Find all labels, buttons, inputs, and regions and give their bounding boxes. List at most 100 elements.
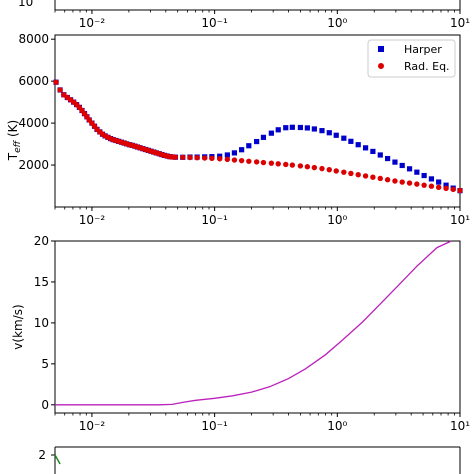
panel-bottom-series-line	[54, 454, 61, 465]
radeq-point	[392, 178, 398, 184]
radeq-point	[246, 158, 252, 164]
radeq-point	[268, 160, 275, 166]
radeq-point	[421, 182, 427, 188]
radeq-point	[457, 187, 463, 194]
radeq-point	[187, 154, 193, 161]
harper-point	[392, 159, 398, 165]
panel-velocity-ytick-label: 15	[34, 275, 49, 289]
radeq-point	[435, 184, 442, 190]
panel-velocity-xtick-label: 10⁻²	[79, 419, 106, 433]
harper-point	[268, 130, 274, 136]
harper-point	[224, 152, 230, 158]
harper-point	[348, 138, 354, 144]
harper-point	[231, 150, 238, 156]
harper-point	[362, 145, 369, 151]
radeq-point	[238, 157, 245, 164]
legend-radeq-label: Rad. Eq.	[404, 60, 450, 73]
harper-point	[436, 179, 442, 185]
panel-top-xtick-label: 10⁻¹	[201, 16, 228, 30]
radeq-point	[341, 169, 347, 175]
panel-top-xtick-label: 10⁻²	[79, 16, 106, 30]
harper-point	[297, 124, 303, 131]
harper-point	[275, 127, 281, 133]
radeq-point	[194, 155, 200, 161]
radeq-point	[399, 179, 405, 185]
harper-point	[428, 176, 435, 182]
harper-point	[254, 138, 260, 145]
radeq-point	[289, 162, 296, 168]
panel-velocity-ytick-label: 20	[34, 234, 49, 248]
panel-temperature-ytick-label: 6000	[18, 74, 49, 88]
velocity-line	[55, 240, 452, 406]
legend-radeq-marker	[378, 63, 384, 69]
harper-point	[370, 148, 376, 155]
radeq-point	[428, 183, 435, 189]
radeq-point	[260, 159, 267, 166]
harper-point	[319, 128, 325, 134]
radeq-point	[333, 168, 339, 174]
panel-top-xtick-label: 10¹	[450, 16, 470, 30]
radeq-point	[53, 79, 59, 85]
harper-point	[406, 166, 413, 172]
radeq-point	[355, 171, 361, 178]
radeq-point	[384, 177, 391, 183]
panel-velocity-frame	[54, 240, 461, 414]
harper-point	[341, 135, 347, 141]
radeq-point	[377, 175, 383, 182]
legend-harper-marker	[378, 46, 384, 52]
radeq-point	[297, 163, 304, 169]
panel-top: 10 10⁻² 10⁻¹ 10⁰ 10¹	[18, 0, 470, 30]
panel-top-xtick-label: 10⁰	[327, 16, 347, 30]
radeq-point	[224, 156, 231, 163]
panel-velocity-xtick-label: 10⁰	[327, 419, 347, 433]
radeq-point	[253, 159, 260, 165]
legend-box	[367, 39, 456, 78]
harper-point	[304, 125, 310, 131]
harper-point	[421, 172, 427, 179]
harper-point	[326, 130, 332, 136]
harper-point	[260, 134, 267, 140]
panel-velocity-ytick-label: 5	[41, 357, 49, 371]
panel-temperature-ytick-label: 4000	[18, 116, 49, 130]
radeq-point	[180, 154, 186, 160]
panel-velocity-ytick-label: 0	[41, 398, 49, 412]
harper-point	[289, 124, 295, 130]
panel-temperature-frame	[54, 34, 461, 208]
radeq-point	[231, 157, 238, 163]
panel-temperature-xtick-label: 10⁻²	[79, 213, 106, 227]
harper-point	[355, 142, 361, 148]
panel-top-ytick-label: 10	[18, 0, 33, 9]
harper-point	[443, 182, 449, 188]
radeq-point	[311, 164, 318, 171]
panel-velocity-ylabel: v(km/s)	[11, 304, 25, 349]
harper-point	[239, 147, 245, 153]
harper-point	[414, 169, 420, 175]
radeq-point	[209, 155, 215, 162]
panel-velocity: 10⁻² 10⁻¹ 10⁰ 10¹ 0 5 10 15 20 v(km/s)	[11, 234, 470, 433]
harper-point	[311, 126, 317, 132]
radeq-point	[283, 161, 289, 168]
panel-bottom: 2	[38, 446, 461, 474]
panel-velocity-xtick-label: 10¹	[450, 419, 470, 433]
harper-point	[333, 132, 339, 138]
panel-bottom-ytick-label: 2	[38, 448, 46, 462]
harper-point	[385, 155, 391, 162]
panel-temperature-xtick-label: 10⁻¹	[201, 213, 228, 227]
panel-temperature-ytick-label: 8000	[18, 32, 49, 46]
panel-temperature-xtick-label: 10¹	[450, 213, 470, 227]
radeq-point	[414, 181, 420, 187]
panel-temperature-ytick-label: 2000	[18, 158, 49, 172]
radeq-point	[217, 156, 223, 162]
panel-velocity-ytick-label: 10	[34, 316, 49, 330]
panel-velocity-xtick-label: 10⁻¹	[201, 419, 228, 433]
radeq-point	[201, 155, 208, 161]
radeq-point	[304, 164, 311, 170]
radeq-point	[275, 161, 281, 167]
harper-point	[246, 143, 252, 149]
radeq-point	[443, 185, 449, 192]
harper-point	[283, 125, 289, 131]
panel-temperature-xtick-label: 10⁰	[327, 213, 347, 227]
